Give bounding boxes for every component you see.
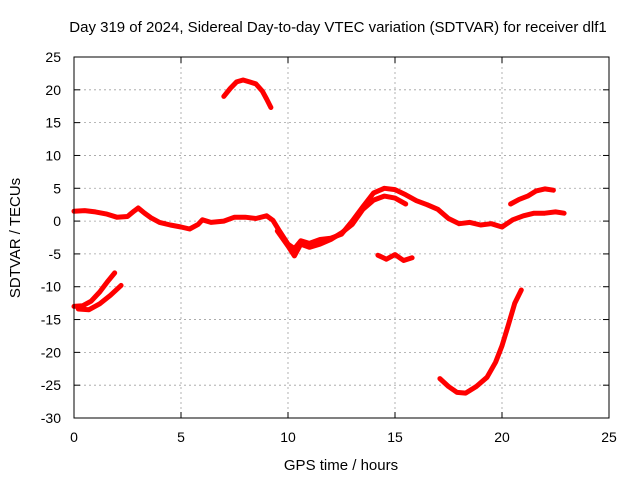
plot-frame	[73, 56, 610, 419]
y-tick-label: 15	[45, 115, 61, 131]
y-tick-label: 25	[45, 49, 61, 65]
series-evening-rise	[437, 287, 524, 396]
series-early-rising-1	[71, 270, 118, 309]
x-axis-label: GPS time / hours	[284, 457, 398, 474]
chart-title: Day 319 of 2024, Sidereal Day-to-day VTE…	[69, 19, 606, 36]
y-tick-label: -15	[41, 312, 61, 328]
x-tick-label: 5	[177, 429, 185, 445]
x-tick-label: 10	[280, 429, 296, 445]
axis-ticks: 0 5 10 15 20 25 25 20 15 10 5 0 -5 -10 -15 -20 -25 -30	[41, 49, 617, 445]
series-lower-branch	[274, 193, 409, 259]
series-late-evening-arc	[508, 186, 556, 207]
y-tick-label: 5	[53, 180, 61, 196]
y-tick-label: 20	[45, 82, 61, 98]
y-axis-label: SDTVAR / TECUs	[7, 178, 24, 298]
data-series	[71, 77, 567, 396]
x-tick-label: 20	[494, 429, 510, 445]
series-morning-arc	[221, 77, 274, 110]
y-tick-label: -5	[49, 246, 62, 262]
y-tick-label: -30	[41, 410, 61, 426]
x-tick-label: 0	[70, 429, 78, 445]
y-tick-label: 0	[53, 213, 61, 229]
series-early-rising-2	[75, 282, 124, 313]
gridlines	[73, 56, 610, 419]
x-tick-label: 15	[387, 429, 403, 445]
series-dip-segment	[375, 252, 415, 263]
y-tick-label: -10	[41, 279, 61, 295]
series-main-band	[71, 185, 567, 252]
y-tick-label: -20	[41, 344, 61, 360]
y-tick-label: 10	[45, 147, 61, 163]
x-tick-label: 25	[601, 429, 617, 445]
y-tick-label: -25	[41, 377, 61, 393]
